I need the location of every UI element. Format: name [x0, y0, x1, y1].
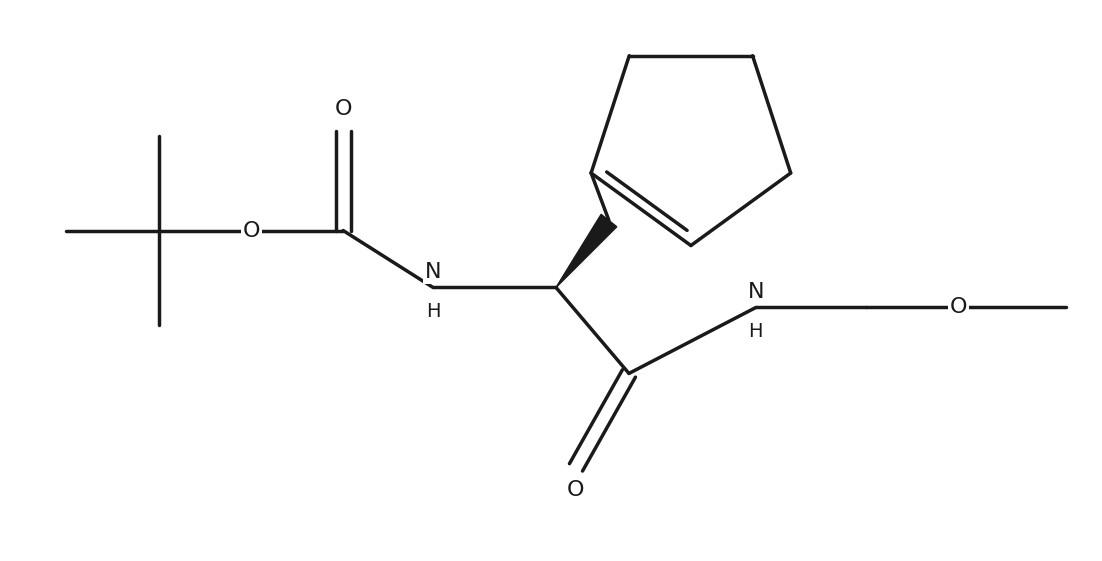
Text: O: O [568, 480, 585, 500]
Text: H: H [748, 323, 763, 342]
Text: H: H [425, 302, 441, 321]
Text: O: O [334, 99, 352, 118]
Text: O: O [950, 297, 968, 318]
Polygon shape [557, 214, 617, 287]
Text: N: N [425, 263, 441, 283]
Text: N: N [747, 283, 764, 302]
Text: O: O [242, 220, 260, 241]
